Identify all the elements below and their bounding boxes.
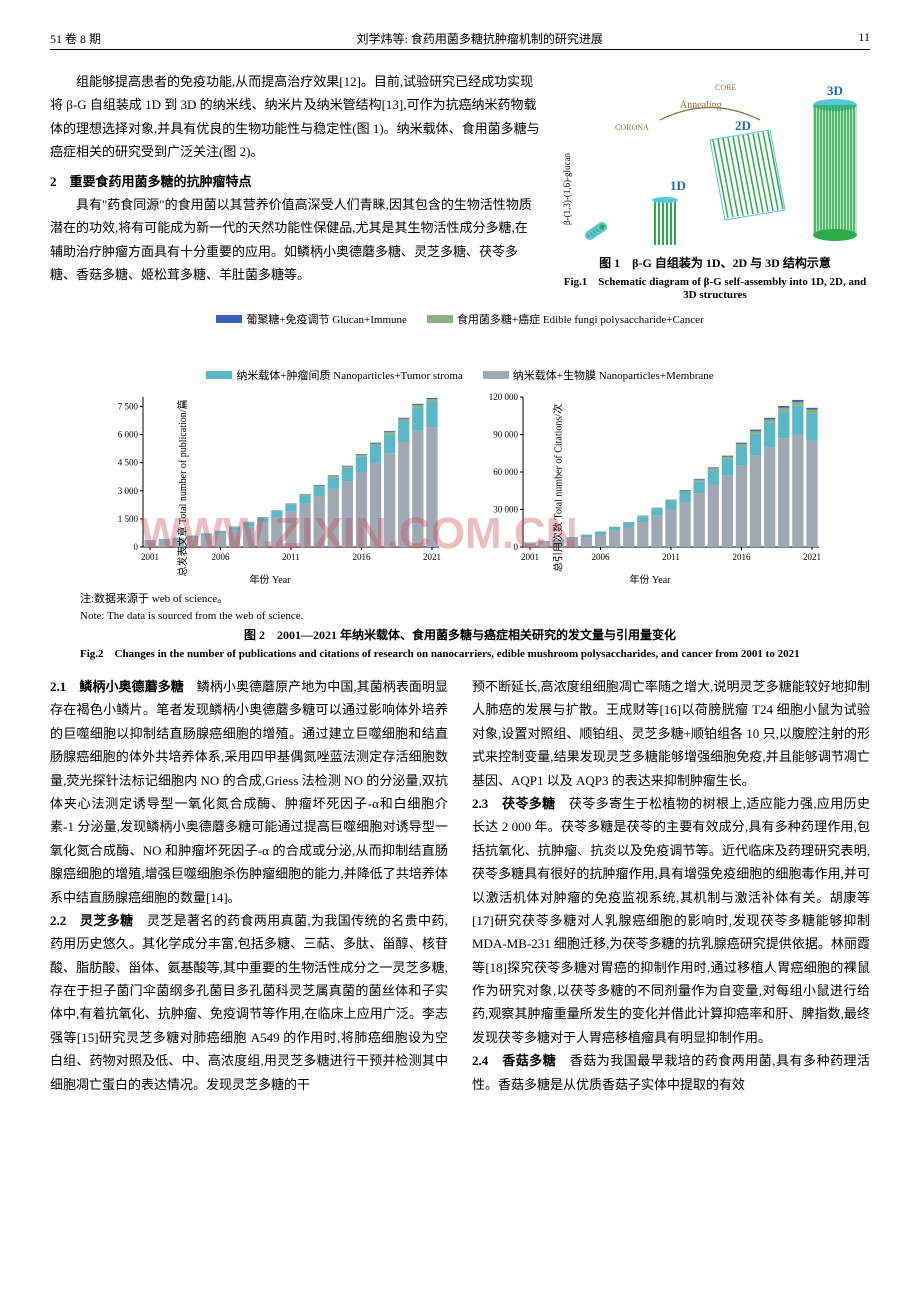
s24-para: 2.4 香菇多糖 香菇为我国最早栽培的药食两用菌,具有多种药理活性。香菇多糖是从… — [472, 1049, 870, 1096]
legend-item: 食用菌多糖+癌症 Edible fungi polysaccharide+Can… — [427, 311, 704, 327]
svg-text:60 000: 60 000 — [493, 467, 518, 477]
fig2-charts: 总发表文章 Total number of publication/篇 01 5… — [50, 389, 870, 586]
svg-text:6 000: 6 000 — [118, 430, 139, 440]
s21-head: 2.1 鳞柄小奥德蘑多糖 — [50, 679, 184, 694]
svg-text:3 000: 3 000 — [118, 486, 139, 496]
header-right: 11 — [858, 30, 870, 47]
svg-text:0: 0 — [134, 542, 139, 552]
paragraph-1: 组能够提高患者的免疫功能,从而提高治疗效果[12]。目前,试验研究已经成功实现将… — [50, 70, 540, 164]
legend-item: 葡聚糖+免疫调节 Glucan+Immune — [216, 311, 407, 327]
svg-text:90 000: 90 000 — [493, 430, 518, 440]
s23-para: 2.3 茯苓多糖 茯苓多寄生于松植物的树根上,适应能力强,应用历史长达 2 00… — [472, 792, 870, 1049]
svg-text:CORONA: CORONA — [615, 123, 649, 132]
s22-para: 2.2 灵芝多糖 灵芝是著名的药食两用真菌,为我国传统的名贵中药,药用历史悠久。… — [50, 909, 448, 1096]
s23-head: 2.3 茯苓多糖 — [472, 796, 556, 811]
svg-text:3D: 3D — [827, 83, 843, 98]
legend-item: 纳米载体+生物膜 Nanoparticles+Membrane — [483, 367, 714, 383]
body-columns: 2.1 鳞柄小奥德蘑多糖 鳞柄小奥德蘑原产地为中国,其菌柄表面明显存在褐色小鳞片… — [50, 675, 870, 1096]
svg-text:β-(1,3)-(1,6)-glucan: β-(1,3)-(1,6)-glucan — [562, 152, 572, 225]
s21-text: 鳞柄小奥德蘑原产地为中国,其菌柄表面明显存在褐色小鳞片。笔者发现鳞柄小奥德蘑多糖… — [50, 679, 448, 905]
figure-1-block: 1D 2D 3D Annealing CORE CORONA β-(1,3)-(1,6)-g… — [560, 70, 870, 301]
section-2-heading: 2 重要食药用菌多糖的抗肿瘤特点 — [50, 170, 540, 193]
paragraph-2: 具有"药食同源"的食用菌以其营养价值高深受人们青睐,因其包含的生物活性物质潜在的… — [50, 193, 540, 287]
fig2-legend: 葡聚糖+免疫调节 Glucan+Immune 食用菌多糖+癌症 Edible fu… — [50, 311, 870, 383]
header-center: 刘学炜等: 食药用菌多糖抗肿瘤机制的研究进展 — [357, 30, 603, 47]
s22b-para: 预不断延长,高浓度组细胞凋亡率随之增大,说明灵芝多糖能较好地抑制人肺癌的发展与扩… — [472, 675, 870, 792]
fig2-caption-cn: 图 2 2001—2021 年纳米载体、食用菌多糖与癌症相关研究的发文量与引用量… — [50, 626, 870, 643]
figure-1-image: 1D 2D 3D Annealing CORE CORONA β-(1,3)-(1,6)-g… — [560, 70, 870, 250]
s21-para: 2.1 鳞柄小奥德蘑多糖 鳞柄小奥德蘑原产地为中国,其菌柄表面明显存在褐色小鳞片… — [50, 675, 448, 909]
svg-text:7 500: 7 500 — [118, 401, 139, 411]
top-section: 组能够提高患者的免疫功能,从而提高治疗效果[12]。目前,试验研究已经成功实现将… — [50, 70, 870, 301]
fig2-caption-block: 图 2 2001—2021 年纳米载体、食用菌多糖与癌症相关研究的发文量与引用量… — [50, 626, 870, 661]
s22-text: 灵芝是著名的药食两用真菌,为我国传统的名贵中药,药用历史悠久。其化学成分丰富,包… — [50, 913, 448, 1092]
svg-text:2016: 2016 — [732, 552, 751, 562]
header-left: 51 卷 8 期 — [50, 30, 101, 47]
left-xlabel: 年份 Year — [95, 571, 445, 586]
s24-head: 2.4 香菇多糖 — [472, 1053, 556, 1068]
fig2-note-cn: 注:数据来源于 web of science。 — [80, 590, 870, 606]
svg-text:CORE: CORE — [715, 83, 736, 92]
top-left-column: 组能够提高患者的免疫功能,从而提高治疗效果[12]。目前,试验研究已经成功实现将… — [50, 70, 540, 301]
fig2-note-en: Note: The data is sourced from the web o… — [80, 610, 870, 622]
svg-text:2011: 2011 — [662, 552, 680, 562]
svg-text:2006: 2006 — [592, 552, 611, 562]
s23-text: 茯苓多寄生于松植物的树根上,适应能力强,应用历史长达 2 000 年。茯苓多糖是… — [472, 796, 870, 1045]
s22-head: 2.2 灵芝多糖 — [50, 913, 134, 928]
svg-text:Annealing: Annealing — [680, 100, 722, 111]
svg-text:1D: 1D — [670, 178, 686, 193]
legend-item: 纳米载体+肿瘤间质 Nanoparticles+Tumor stroma — [206, 367, 462, 383]
fig1-caption-en: Fig.1 Schematic diagram of β-G self-asse… — [560, 273, 870, 301]
svg-text:2D: 2D — [735, 118, 751, 133]
fig2-caption-en: Fig.2 Changes in the number of publicati… — [80, 645, 840, 661]
svg-text:1 500: 1 500 — [118, 514, 139, 524]
watermark: WWW.ZIXIN.COM.CN — [140, 509, 578, 559]
page-header: 51 卷 8 期 刘学炜等: 食药用菌多糖抗肿瘤机制的研究进展 11 — [50, 30, 870, 50]
svg-text:120 000: 120 000 — [489, 392, 519, 402]
svg-text:4 500: 4 500 — [118, 458, 139, 468]
svg-text:2021: 2021 — [803, 552, 821, 562]
right-xlabel: 年份 Year — [475, 571, 825, 586]
fig1-caption-cn: 图 1 β-G 自组装为 1D、2D 与 3D 结构示意 — [560, 254, 870, 271]
